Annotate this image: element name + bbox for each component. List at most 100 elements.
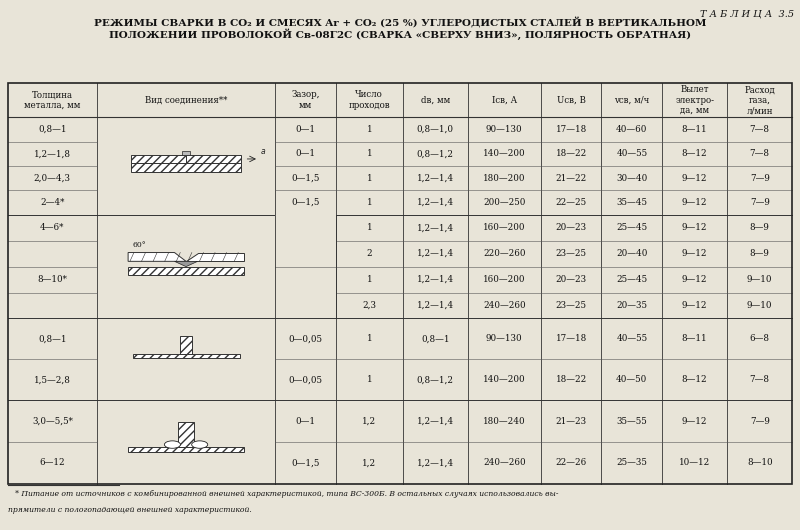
Bar xyxy=(128,447,244,452)
Text: 140—200: 140—200 xyxy=(483,149,526,158)
Text: 0,8—1,0: 0,8—1,0 xyxy=(417,125,454,134)
Text: 8—11: 8—11 xyxy=(682,125,707,134)
Text: 1,2—1,4: 1,2—1,4 xyxy=(417,458,454,467)
Text: 30—40: 30—40 xyxy=(616,174,647,183)
Bar xyxy=(130,163,242,172)
Text: 40—60: 40—60 xyxy=(616,125,647,134)
Text: 21—23: 21—23 xyxy=(555,417,586,426)
Text: dв, мм: dв, мм xyxy=(421,95,450,104)
Text: 6—12: 6—12 xyxy=(39,458,65,467)
Text: Зазор,
мм: Зазор, мм xyxy=(291,91,320,110)
Text: 1,2: 1,2 xyxy=(362,417,376,426)
Text: 240—260: 240—260 xyxy=(483,301,526,310)
Text: 1: 1 xyxy=(366,375,372,384)
Bar xyxy=(182,151,190,155)
Text: 2,3: 2,3 xyxy=(362,301,376,310)
Text: 0—1,5: 0—1,5 xyxy=(291,458,320,467)
Text: 1: 1 xyxy=(366,149,372,158)
Text: 1,2—1,4: 1,2—1,4 xyxy=(417,198,454,207)
Text: 23—25: 23—25 xyxy=(556,249,586,258)
Text: 1±1: 1±1 xyxy=(296,236,315,245)
Ellipse shape xyxy=(192,441,208,448)
Text: 22—26: 22—26 xyxy=(555,458,586,467)
Polygon shape xyxy=(128,252,186,261)
Text: 0—1: 0—1 xyxy=(295,149,315,158)
Text: прямители с пологопадающей внешней характеристикой.: прямители с пологопадающей внешней харак… xyxy=(8,506,251,514)
Text: 9—12: 9—12 xyxy=(682,223,707,232)
Text: РЕЖИМЫ СВАРКИ В CO₂ И СМЕСЯХ Ar + CO₂ (25 %) УГЛЕРОДИСТЫХ СТАЛЕЙ В ВЕРТИКАЛЬНОМ: РЕЖИМЫ СВАРКИ В CO₂ И СМЕСЯХ Ar + CO₂ (2… xyxy=(94,17,706,28)
Bar xyxy=(186,155,242,163)
Polygon shape xyxy=(174,261,198,267)
Text: Uсв, В: Uсв, В xyxy=(557,95,586,104)
Text: 1: 1 xyxy=(366,125,372,134)
Text: 20—40: 20—40 xyxy=(616,249,647,258)
Text: 2,0—4,3: 2,0—4,3 xyxy=(34,174,71,183)
Text: 35—55: 35—55 xyxy=(616,417,647,426)
Text: 18—22: 18—22 xyxy=(555,375,586,384)
Text: 0—0,05: 0—0,05 xyxy=(289,375,322,384)
Text: Т А Б Л И Ц А  3.5: Т А Б Л И Ц А 3.5 xyxy=(701,10,794,19)
Text: 9—12: 9—12 xyxy=(682,301,707,310)
Text: 9—12: 9—12 xyxy=(682,198,707,207)
Text: 2: 2 xyxy=(366,249,372,258)
Text: 25—45: 25—45 xyxy=(616,223,647,232)
Text: 35—45: 35—45 xyxy=(616,198,647,207)
Text: 0—1: 0—1 xyxy=(295,417,315,426)
Text: 1: 1 xyxy=(366,174,372,183)
Text: Число
проходов: Число проходов xyxy=(349,91,390,110)
Text: 9—12: 9—12 xyxy=(682,174,707,183)
Polygon shape xyxy=(186,252,244,261)
Bar xyxy=(275,215,336,319)
Text: 60°: 60° xyxy=(132,241,146,249)
Text: 180—200: 180—200 xyxy=(483,174,526,183)
Text: 8—11: 8—11 xyxy=(682,334,707,343)
Text: 8—10*: 8—10* xyxy=(38,275,67,284)
Text: 180—240: 180—240 xyxy=(483,417,526,426)
Text: 7—8: 7—8 xyxy=(750,375,770,384)
Text: Вид соединения**: Вид соединения** xyxy=(145,95,227,104)
Text: 1,2—1,4: 1,2—1,4 xyxy=(417,275,454,284)
Text: 90—130: 90—130 xyxy=(486,334,522,343)
Text: 0,8—1: 0,8—1 xyxy=(38,334,66,343)
Text: 25—35: 25—35 xyxy=(616,458,647,467)
Text: 1,2: 1,2 xyxy=(362,458,376,467)
Text: 21—22: 21—22 xyxy=(555,174,586,183)
Text: 17—18: 17—18 xyxy=(555,125,586,134)
Text: 6—8: 6—8 xyxy=(750,334,770,343)
Text: 1,2—1,4: 1,2—1,4 xyxy=(417,301,454,310)
Text: 18—22: 18—22 xyxy=(555,149,586,158)
Text: 20—23: 20—23 xyxy=(555,275,586,284)
Text: 1,2—1,4: 1,2—1,4 xyxy=(417,174,454,183)
Text: 0—0,05: 0—0,05 xyxy=(289,334,322,343)
Text: 8—9: 8—9 xyxy=(750,249,770,258)
Text: 90—130: 90—130 xyxy=(486,125,522,134)
Text: 40—50: 40—50 xyxy=(616,375,647,384)
Text: 1: 1 xyxy=(366,198,372,207)
Text: 23—25: 23—25 xyxy=(556,301,586,310)
Text: 8—12: 8—12 xyxy=(682,149,707,158)
Text: 10—12: 10—12 xyxy=(679,458,710,467)
Text: 9—10: 9—10 xyxy=(747,301,773,310)
Text: 8—10: 8—10 xyxy=(747,458,773,467)
Text: Вылет
электро-
да, мм: Вылет электро- да, мм xyxy=(675,85,714,115)
Text: 0—1,5: 0—1,5 xyxy=(291,174,320,183)
Bar xyxy=(133,354,239,358)
Text: 9—10: 9—10 xyxy=(747,275,773,284)
Text: 0—1,5: 0—1,5 xyxy=(291,198,320,207)
Text: 0,8—1,2: 0,8—1,2 xyxy=(417,149,454,158)
Bar xyxy=(178,422,194,447)
Text: Расход
газа,
л/мин: Расход газа, л/мин xyxy=(744,85,775,115)
Text: 240—260: 240—260 xyxy=(483,458,526,467)
Text: 1,2—1,4: 1,2—1,4 xyxy=(417,417,454,426)
Text: 220—260: 220—260 xyxy=(483,249,526,258)
Text: 160—200: 160—200 xyxy=(483,223,526,232)
Text: 1: 1 xyxy=(366,223,372,232)
Text: 8—9: 8—9 xyxy=(750,223,770,232)
Text: 200—250: 200—250 xyxy=(483,198,526,207)
Text: 160—200: 160—200 xyxy=(483,275,526,284)
Text: vсв, м/ч: vсв, м/ч xyxy=(614,95,650,104)
Ellipse shape xyxy=(164,441,181,448)
Text: 2—4*: 2—4* xyxy=(40,198,65,207)
Bar xyxy=(130,155,186,163)
Text: 20—23: 20—23 xyxy=(555,223,586,232)
